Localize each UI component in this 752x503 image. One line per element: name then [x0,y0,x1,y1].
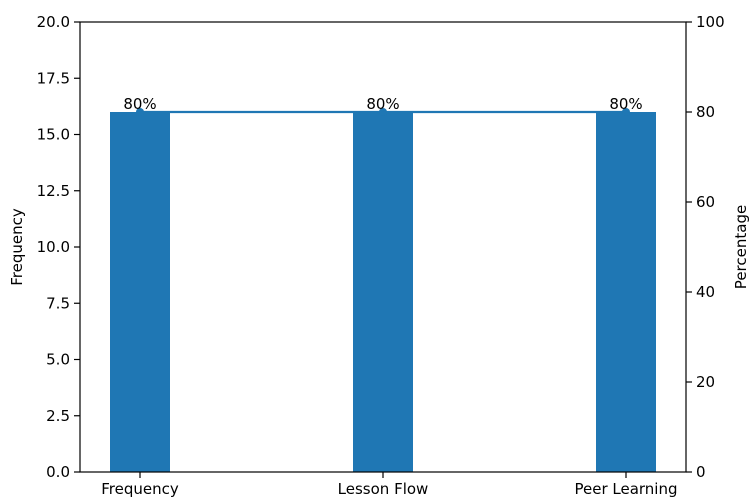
percentage-point [622,108,630,116]
x-tick-label: Peer Learning [574,480,677,498]
x-tick-label: Frequency [101,480,179,498]
y-tick-label: 2.5 [46,407,70,425]
y-axis-title-right: Percentage [732,205,750,289]
bars-layer [110,112,656,472]
y-tick-label: 0.0 [46,463,70,481]
y-right-tick-label: 0 [696,463,706,481]
percentage-point [379,108,387,116]
data-label: 80% [366,95,399,113]
bar-frequency [110,112,170,472]
y-tick-label: 12.5 [37,182,70,200]
y-tick-label: 20.0 [37,13,70,31]
y-right-tick-label: 100 [696,13,725,31]
y-tick-label: 15.0 [37,126,70,144]
y-tick-label: 10.0 [37,238,70,256]
y-tick-label: 5.0 [46,351,70,369]
data-label: 80% [123,95,156,113]
y-right-tick-label: 80 [696,103,715,121]
percentage-line-layer [136,108,630,116]
data-labels-layer: 80% 80% 80% [123,95,642,113]
data-label: 80% [609,95,642,113]
bar-lesson-flow [353,112,413,472]
bar-peer-learning [596,112,656,472]
x-tick-label: Lesson Flow [338,480,429,498]
ticks-layer: 0.0 2.5 5.0 7.5 10.0 12.5 15.0 17.5 20.0 0 20 40 60 8… [37,13,725,498]
percentage-point [136,108,144,116]
y-tick-label: 17.5 [37,69,70,87]
y-right-tick-label: 60 [696,193,715,211]
y-tick-label: 7.5 [46,294,70,312]
y-right-tick-label: 40 [696,283,715,301]
y-right-tick-label: 20 [696,373,715,391]
y-axis-title-left: Frequency [8,208,26,286]
